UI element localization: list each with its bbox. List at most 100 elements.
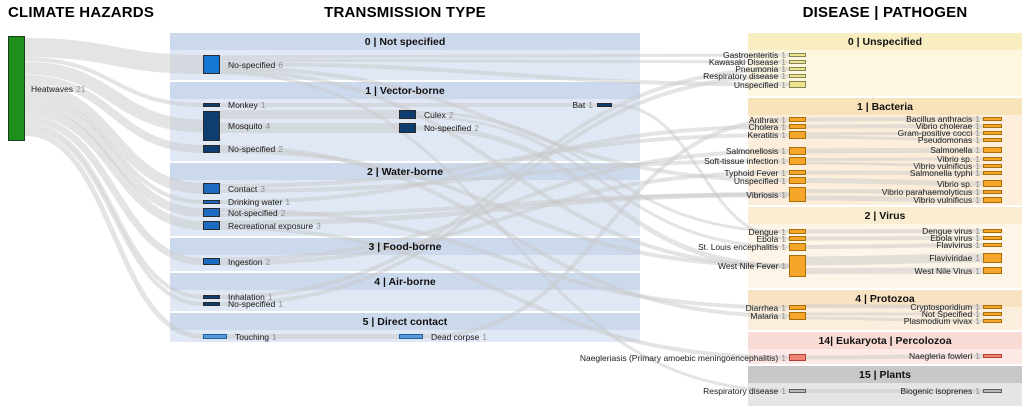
disease-node-pneumonia[interactable]: [789, 67, 806, 71]
node-count: 1: [781, 146, 786, 156]
pathogen-node-naegleria-fowleri[interactable]: [983, 354, 1002, 358]
node-dead-corpse[interactable]: [399, 334, 423, 339]
node-count: 1: [588, 100, 593, 110]
disease-node-soft-tissue-infection[interactable]: [789, 157, 806, 165]
node-label-text: Flavivirus: [936, 240, 973, 250]
pathogen-label-west-nile-virus: West Nile Virus 1: [820, 266, 980, 276]
node-count: 2: [265, 256, 271, 267]
node-drinking-water[interactable]: [203, 200, 220, 204]
disease-node-keratitis[interactable]: [789, 131, 806, 139]
disease-label-keratitis: Keratitis 1: [440, 130, 786, 140]
node-label-no-specified: No-specified 2: [228, 144, 283, 154]
node-label-text: Unspecified: [733, 175, 779, 186]
node-bat[interactable]: [597, 103, 612, 107]
pathogen-node-ebola-virus[interactable]: [983, 236, 1002, 240]
pathogen-node-flaviviridae[interactable]: [983, 253, 1002, 263]
node-label-text: No-specified: [228, 144, 276, 154]
pathogen-node-vibrio-vulnificus[interactable]: [983, 197, 1002, 203]
pathogen-label-naegleria-fowleri: Naegleria fowleri 1: [820, 351, 980, 361]
section-body: [748, 383, 1022, 406]
node-count: 1: [975, 386, 980, 396]
node-no-specified[interactable]: [203, 145, 220, 153]
node-label-text: Not-specified: [228, 207, 278, 218]
node-heatwaves[interactable]: [8, 36, 25, 141]
node-count: 1: [975, 351, 980, 361]
column-title-disease-pathogen: DISEASE | PATHOGEN: [802, 4, 968, 21]
pathogen-node-biogenic-isoprenes[interactable]: [983, 389, 1002, 393]
node-inhalation[interactable]: [203, 295, 220, 299]
pathogen-node-salmonella-typhi[interactable]: [983, 171, 1002, 175]
node-contact[interactable]: [203, 183, 220, 194]
node-mosquito[interactable]: [203, 111, 220, 141]
pathogen-node-vibrio-sp[interactable]: [983, 180, 1002, 187]
disease-node-ebola[interactable]: [789, 236, 806, 241]
disease-node-naegleriasis-primary-amoebic-meningoencephalitis[interactable]: [789, 354, 806, 361]
disease-node-unspecified[interactable]: [789, 177, 806, 184]
pathogen-node-vibrio-sp[interactable]: [983, 157, 1002, 161]
node-count: 1: [482, 331, 487, 342]
section-header-15-plants: 15 | Plants: [859, 369, 911, 381]
pathogen-label-salmonella-typhi: Salmonella typhi 1: [820, 168, 980, 178]
disease-node-gastroenteritis[interactable]: [789, 53, 806, 57]
pathogen-node-not-specified[interactable]: [983, 312, 1002, 316]
node-no-specified[interactable]: [399, 123, 416, 133]
disease-node-dengue[interactable]: [789, 229, 806, 234]
pathogen-node-pseudomonas[interactable]: [983, 138, 1002, 142]
disease-label-malaria: Malaria 1: [440, 311, 786, 321]
node-label-text: Respiratory disease: [703, 386, 779, 396]
node-count: 1: [781, 130, 786, 140]
node-label-text: West Nile Virus: [914, 265, 973, 276]
pathogen-label-pseudomonas: Pseudomonas 1: [820, 135, 980, 145]
pathogen-node-cryptosporidium[interactable]: [983, 305, 1002, 309]
node-label-text: Biogenic isoprenes: [900, 386, 973, 396]
disease-node-unspecified[interactable]: [789, 81, 806, 88]
node-no-specified[interactable]: [203, 302, 220, 306]
node-count: 1: [781, 311, 786, 321]
section-band: [748, 332, 1022, 349]
node-count: 1: [781, 175, 786, 186]
disease-node-st-louis-encephalitis[interactable]: [789, 243, 806, 251]
node-recreational-exposure[interactable]: [203, 221, 220, 230]
node-label-text: Plasmodium vivax: [903, 316, 973, 326]
node-label-text: Heatwaves: [31, 83, 74, 94]
disease-node-anthrax[interactable]: [789, 117, 806, 122]
pathogen-node-vibrio-parahaemolyticus[interactable]: [983, 190, 1002, 194]
pathogen-node-gram-positive-cocci[interactable]: [983, 131, 1002, 135]
node-monkey[interactable]: [203, 103, 220, 107]
node-label-text: Mosquito: [228, 121, 263, 131]
disease-node-respiratory-disease[interactable]: [789, 74, 806, 78]
node-not-specified[interactable]: [203, 208, 220, 217]
node-label-text: Soft-tissue infection: [704, 156, 779, 166]
disease-node-salmonellosis[interactable]: [789, 147, 806, 155]
pathogen-node-bacillus-anthracis[interactable]: [983, 117, 1002, 121]
section-band: [748, 290, 1022, 307]
pathogen-node-plasmodium-vivax[interactable]: [983, 319, 1002, 323]
pathogen-node-vibrio-cholerae[interactable]: [983, 124, 1002, 128]
disease-node-kawasaki-disease[interactable]: [789, 60, 806, 64]
section-band: [748, 98, 1022, 115]
section-header-4-protozoa: 4 | Protozoa: [855, 293, 915, 305]
disease-node-vibriosis[interactable]: [789, 187, 806, 202]
disease-node-cholera[interactable]: [789, 124, 806, 129]
node-label-text: Flaviviridae: [929, 253, 973, 263]
disease-node-malaria[interactable]: [789, 312, 806, 320]
column-title-transmission-type: TRANSMISSION TYPE: [324, 4, 486, 21]
node-count: 1: [285, 197, 291, 207]
node-label-text: Naegleria fowleri: [908, 351, 973, 361]
node-culex[interactable]: [399, 110, 416, 119]
pathogen-node-west-nile-virus[interactable]: [983, 267, 1002, 274]
node-touching[interactable]: [203, 334, 227, 339]
node-ingestion[interactable]: [203, 258, 220, 265]
pathogen-node-dengue-virus[interactable]: [983, 229, 1002, 233]
node-label-text: Drinking water: [228, 197, 283, 207]
disease-node-west-nile-fever[interactable]: [789, 255, 806, 277]
node-label-text: St. Louis encephalitis: [697, 242, 779, 252]
node-label-no-specified: No-specified 1: [228, 299, 283, 309]
pathogen-node-salmonella[interactable]: [983, 147, 1002, 153]
disease-node-respiratory-disease[interactable]: [789, 389, 806, 393]
node-no-specified[interactable]: [203, 55, 220, 74]
pathogen-node-vibrio-vulnificus[interactable]: [983, 164, 1002, 168]
pathogen-node-flavivirus[interactable]: [983, 243, 1002, 247]
disease-node-diarrhea[interactable]: [789, 305, 806, 310]
disease-node-typhoid-fever[interactable]: [789, 170, 806, 175]
